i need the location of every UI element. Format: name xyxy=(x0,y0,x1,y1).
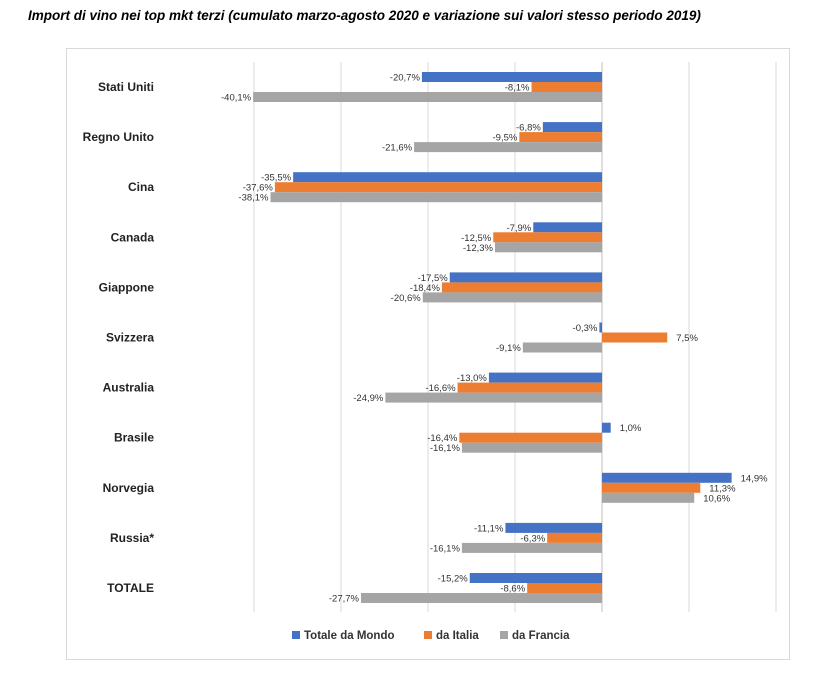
data-label: -7,9% xyxy=(506,223,531,234)
bar xyxy=(293,172,602,183)
data-label: -8,6% xyxy=(500,584,525,595)
category-label: Australia xyxy=(103,381,155,395)
legend-swatch xyxy=(424,631,432,639)
bar xyxy=(441,282,602,293)
legend-swatch xyxy=(500,631,508,639)
data-label: -16,4% xyxy=(427,433,458,444)
category-label: Svizzera xyxy=(106,331,154,345)
data-label: -27,7% xyxy=(329,594,360,605)
data-label: -18,4% xyxy=(410,283,441,294)
data-label: -13,0% xyxy=(457,373,488,384)
bar xyxy=(547,532,602,543)
data-label: -35,5% xyxy=(261,173,292,184)
data-label: -9,5% xyxy=(493,133,518,144)
bar xyxy=(494,242,602,253)
legend-label: da Italia xyxy=(436,630,479,642)
bar xyxy=(542,122,602,133)
data-label: 14,9% xyxy=(741,473,768,484)
bar xyxy=(602,472,732,483)
data-label: -20,6% xyxy=(391,293,422,304)
bar xyxy=(361,593,602,603)
bar xyxy=(599,322,602,333)
category-label: Giappone xyxy=(99,280,155,294)
category-label: TOTALE xyxy=(107,581,154,595)
bar xyxy=(461,542,602,553)
category-label: Russia* xyxy=(110,531,154,545)
data-label: -40,1% xyxy=(221,93,252,104)
bar xyxy=(519,132,602,143)
bar xyxy=(449,272,602,283)
data-label: 7,5% xyxy=(676,333,698,344)
bar xyxy=(422,292,602,303)
data-label: 11,3% xyxy=(709,483,736,494)
bar xyxy=(488,372,602,383)
data-label: -6,8% xyxy=(516,123,541,134)
legend-swatch xyxy=(292,631,300,639)
bar xyxy=(527,583,602,593)
bar xyxy=(253,92,602,102)
data-label: -20,7% xyxy=(390,73,421,84)
bar xyxy=(531,82,602,92)
bar xyxy=(602,332,668,343)
data-label: 10,6% xyxy=(703,493,730,504)
bar xyxy=(274,182,602,193)
bar xyxy=(459,432,602,443)
legend-label: da Francia xyxy=(512,630,570,642)
category-label: Stati Uniti xyxy=(98,80,154,94)
bar xyxy=(385,392,602,403)
data-label: -6,3% xyxy=(520,533,545,544)
category-label: Regno Unito xyxy=(83,130,154,144)
data-label: -16,6% xyxy=(425,383,456,394)
data-label: -11,1% xyxy=(474,523,504,534)
chart-title: Import di vino nei top mkt terzi (cumula… xyxy=(28,8,701,23)
bar xyxy=(493,232,602,243)
data-label: -38,1% xyxy=(238,193,269,204)
data-label: -0,3% xyxy=(573,323,598,334)
data-label: -16,1% xyxy=(430,443,461,454)
bar xyxy=(469,573,602,583)
bar xyxy=(457,382,602,393)
data-label: -8,1% xyxy=(505,83,530,94)
category-label: Canada xyxy=(111,230,155,244)
bar xyxy=(602,492,695,503)
bar xyxy=(421,72,602,82)
category-label: Norvegia xyxy=(103,481,155,495)
data-label: 1,0% xyxy=(620,423,642,434)
data-label: -15,2% xyxy=(438,574,469,585)
category-label: Brasile xyxy=(114,431,154,445)
data-label: -21,6% xyxy=(382,143,413,154)
chart-frame xyxy=(66,48,790,660)
bar xyxy=(602,482,701,493)
category-label: Cina xyxy=(128,180,154,194)
data-label: -24,9% xyxy=(353,393,384,404)
bar xyxy=(602,422,611,433)
data-label: -9,1% xyxy=(496,343,521,354)
data-label: -12,5% xyxy=(461,233,492,244)
bar xyxy=(505,522,602,533)
bar xyxy=(533,222,602,233)
legend-label: Totale da Mondo xyxy=(304,630,395,642)
data-label: -17,5% xyxy=(418,273,449,284)
bar xyxy=(461,442,602,453)
bar xyxy=(414,142,602,153)
data-label: -12,3% xyxy=(463,243,494,254)
bar xyxy=(522,342,602,353)
data-label: -37,6% xyxy=(243,183,274,194)
data-label: -16,1% xyxy=(430,543,461,554)
bar xyxy=(270,192,602,203)
